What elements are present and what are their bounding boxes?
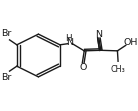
Text: Br: Br: [1, 29, 12, 38]
Text: Br: Br: [1, 73, 12, 82]
Text: N: N: [67, 38, 74, 47]
Text: N: N: [95, 30, 102, 39]
Text: CH₃: CH₃: [111, 65, 125, 74]
Text: O: O: [79, 63, 87, 72]
Text: OH: OH: [123, 38, 137, 47]
Text: H: H: [65, 34, 72, 43]
